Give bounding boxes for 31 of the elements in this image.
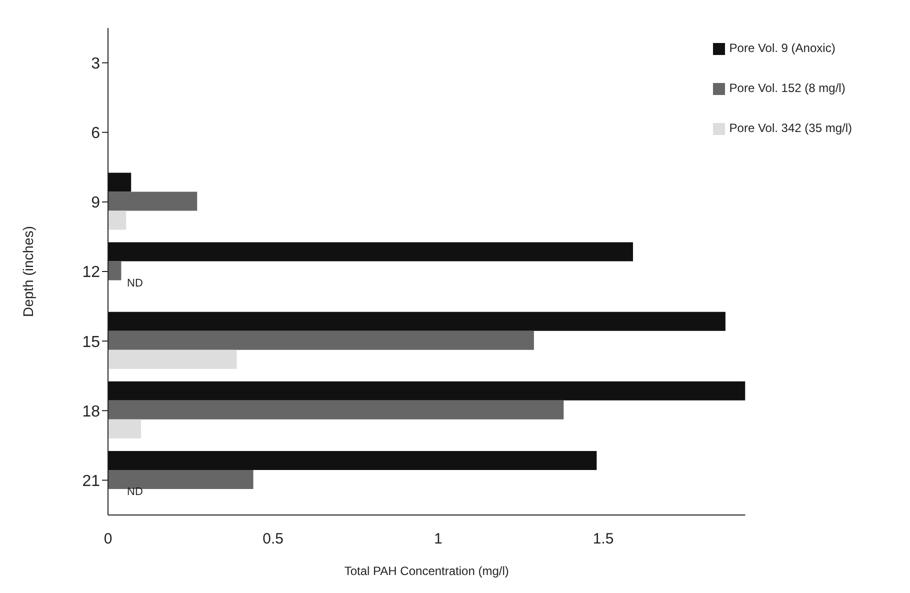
- bar: [108, 419, 142, 438]
- bar: [108, 400, 564, 420]
- y-axis-title: Depth (inches): [20, 226, 36, 318]
- annotation: ND: [127, 486, 143, 498]
- y-tick-label: 21: [82, 472, 100, 490]
- bar: [108, 470, 254, 489]
- y-tick-label: 3: [91, 55, 100, 72]
- y-tick-label: 12: [82, 264, 100, 282]
- bar: [108, 450, 597, 470]
- x-tick-label: 1.5: [592, 530, 614, 548]
- y-tick-label: 18: [82, 403, 100, 420]
- bar: [108, 350, 237, 369]
- x-tick-label: 0.5: [262, 530, 284, 548]
- y-tick-label: 15: [82, 334, 100, 351]
- bar: [108, 192, 198, 211]
- bar: [108, 312, 726, 331]
- bar: [108, 261, 122, 280]
- annotation: ND: [127, 278, 143, 290]
- legend-label: Pore Vol. 152 (8 mg/l): [729, 81, 846, 95]
- bar: [108, 172, 132, 192]
- bar: [108, 210, 126, 230]
- bar: [108, 381, 746, 400]
- legend-label: Pore Vol. 9 (Anoxic): [729, 41, 836, 55]
- x-axis-title: Total PAH Concentration (mg/l): [344, 564, 509, 578]
- legend-label: Pore Vol. 342 (35 mg/l): [729, 121, 852, 135]
- y-tick-label: 9: [91, 194, 100, 212]
- x-tick-label: 0: [104, 530, 112, 548]
- x-tick-label: 1: [434, 530, 442, 548]
- bar: [108, 330, 534, 350]
- bar: [108, 242, 633, 262]
- y-tick-label: 6: [91, 125, 100, 142]
